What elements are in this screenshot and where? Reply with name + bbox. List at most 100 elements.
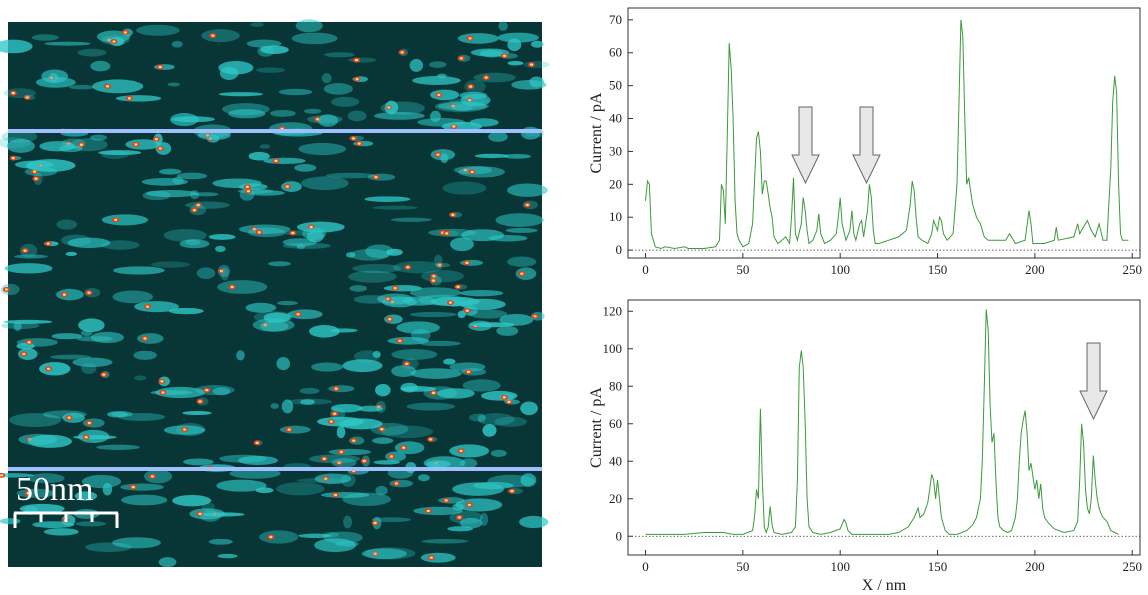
texture: [349, 285, 368, 292]
texture: [58, 145, 83, 153]
x-tick-label: 50: [736, 559, 749, 574]
texture: [276, 482, 325, 496]
texture: [0, 39, 33, 54]
x-tick-label: 100: [830, 262, 850, 277]
texture: [114, 218, 118, 222]
texture: [339, 418, 383, 430]
texture: [468, 309, 508, 319]
texture: [322, 457, 326, 461]
arrow: [852, 106, 881, 185]
texture: [74, 491, 98, 501]
texture: [343, 515, 353, 529]
texture: [429, 61, 447, 68]
texture: [372, 437, 394, 444]
texture: [520, 473, 537, 487]
texture: [85, 542, 133, 553]
texture: [218, 92, 264, 97]
data-line: [645, 19, 1129, 250]
texture: [460, 458, 478, 469]
texture: [134, 375, 147, 381]
texture: [445, 232, 449, 235]
texture: [141, 178, 188, 186]
texture: [392, 261, 443, 274]
texture: [431, 391, 436, 395]
texture: [56, 219, 78, 230]
texture: [325, 172, 376, 179]
y-axis-title: Current / pA: [588, 387, 605, 468]
texture: [394, 482, 399, 485]
texture: [295, 19, 323, 33]
texture: [291, 231, 295, 235]
texture: [146, 189, 197, 198]
texture: [426, 509, 430, 513]
texture: [470, 170, 474, 174]
texture: [282, 238, 317, 247]
texture: [183, 458, 214, 466]
texture: [81, 474, 122, 489]
texture: [523, 61, 550, 69]
texture: [115, 95, 162, 102]
y-tick-label: 80: [609, 378, 622, 393]
texture: [525, 203, 529, 207]
texture: [87, 421, 91, 425]
texture: [390, 217, 432, 222]
texture: [507, 256, 537, 267]
texture: [246, 39, 282, 48]
texture: [67, 416, 71, 419]
texture: [160, 380, 164, 383]
texture: [477, 413, 486, 423]
texture: [260, 320, 289, 332]
texture: [131, 485, 135, 489]
texture: [507, 38, 522, 52]
texture: [437, 93, 441, 97]
texture: [237, 455, 279, 465]
texture: [519, 515, 549, 529]
texture: [331, 96, 360, 107]
texture: [438, 263, 442, 267]
texture: [352, 439, 356, 442]
texture: [192, 208, 196, 212]
texture: [457, 516, 462, 519]
texture: [451, 213, 455, 217]
arrow: [791, 106, 820, 185]
texture: [342, 492, 392, 506]
y-tick-label: 30: [609, 143, 622, 158]
texture: [151, 261, 191, 268]
texture: [474, 153, 509, 159]
texture: [98, 150, 142, 156]
texture: [287, 428, 291, 431]
y-tick-label: 10: [609, 209, 622, 224]
texture: [406, 402, 456, 411]
texture: [163, 228, 207, 242]
y-tick-label: 40: [609, 453, 622, 468]
y-tick-label: 60: [609, 45, 622, 60]
texture: [56, 288, 84, 301]
texture: [27, 434, 73, 448]
texture: [434, 100, 487, 113]
texture: [354, 58, 359, 62]
texture: [222, 103, 270, 116]
texture: [437, 73, 447, 79]
texture: [380, 427, 384, 431]
y-tick-label: 60: [609, 416, 622, 431]
x-tick-label: 150: [928, 559, 948, 574]
texture: [323, 531, 363, 544]
texture: [328, 385, 355, 393]
texture: [353, 295, 390, 304]
texture: [386, 297, 390, 301]
texture: [448, 301, 453, 304]
texture: [245, 302, 277, 313]
texture: [328, 448, 372, 456]
texture: [248, 151, 270, 161]
texture: [505, 227, 538, 233]
texture: [161, 391, 165, 394]
texture: [4, 263, 53, 274]
texture: [255, 441, 259, 445]
texture: [168, 307, 204, 315]
y-tick-label: 0: [616, 528, 623, 543]
texture: [373, 552, 377, 555]
texture: [490, 449, 507, 457]
texture: [0, 518, 21, 525]
texture: [270, 403, 279, 409]
texture: [11, 91, 15, 95]
